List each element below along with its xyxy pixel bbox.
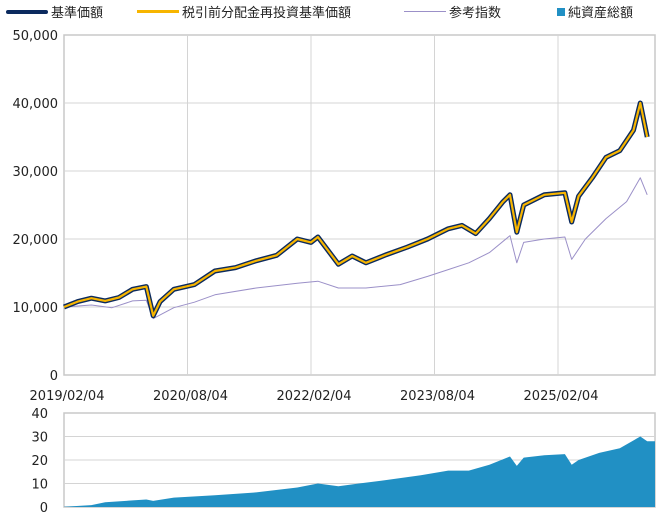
y-tick-label: 10 xyxy=(31,478,48,493)
legend-square-swatch xyxy=(557,7,565,16)
legend-item-reinvest: 税引前分配金再投資基準価額 xyxy=(137,2,351,21)
legend-item-nav: 基準価額 xyxy=(6,2,103,21)
legend-line-swatch xyxy=(404,11,446,12)
legend-label: 参考指数 xyxy=(449,6,502,21)
y-tick-label: 30 xyxy=(31,431,48,446)
legend: 基準価額 税引前分配金再投資基準価額 参考指数 純資産総額 xyxy=(0,2,657,22)
y-tick-label: 30,000 xyxy=(13,165,59,180)
legend-label: 税引前分配金再投資基準価額 xyxy=(182,6,352,21)
plot-area xyxy=(63,34,656,376)
x-tick-label: 2023/08/04 xyxy=(400,389,475,404)
y-tick-label: 20,000 xyxy=(13,233,59,248)
legend-line-swatch xyxy=(137,10,179,13)
y-tick-label: 0 xyxy=(50,369,58,384)
y-tick-label: 40,000 xyxy=(13,97,59,112)
y-tick-label: 40 xyxy=(31,407,48,422)
legend-label: 基準価額 xyxy=(51,6,104,21)
x-tick-label: 2019/02/04 xyxy=(30,389,105,404)
y-tick-label: 10,000 xyxy=(13,301,59,316)
legend-item-net-assets: 純資産総額 xyxy=(557,2,633,21)
y-tick-label: 20 xyxy=(31,454,48,469)
legend-label: 純資産総額 xyxy=(568,6,634,21)
net-assets-area xyxy=(64,436,655,507)
legend-line-swatch xyxy=(6,9,48,14)
y-tick-label: 50,000 xyxy=(13,29,59,44)
legend-item-index: 参考指数 xyxy=(404,2,501,21)
x-tick-label: 2020/08/04 xyxy=(153,389,228,404)
x-tick-label: 2022/02/04 xyxy=(277,389,352,404)
series-line-1 xyxy=(63,101,649,317)
y-tick-label: 0 xyxy=(40,501,48,512)
x-tick-label: 2025/02/04 xyxy=(524,389,599,404)
